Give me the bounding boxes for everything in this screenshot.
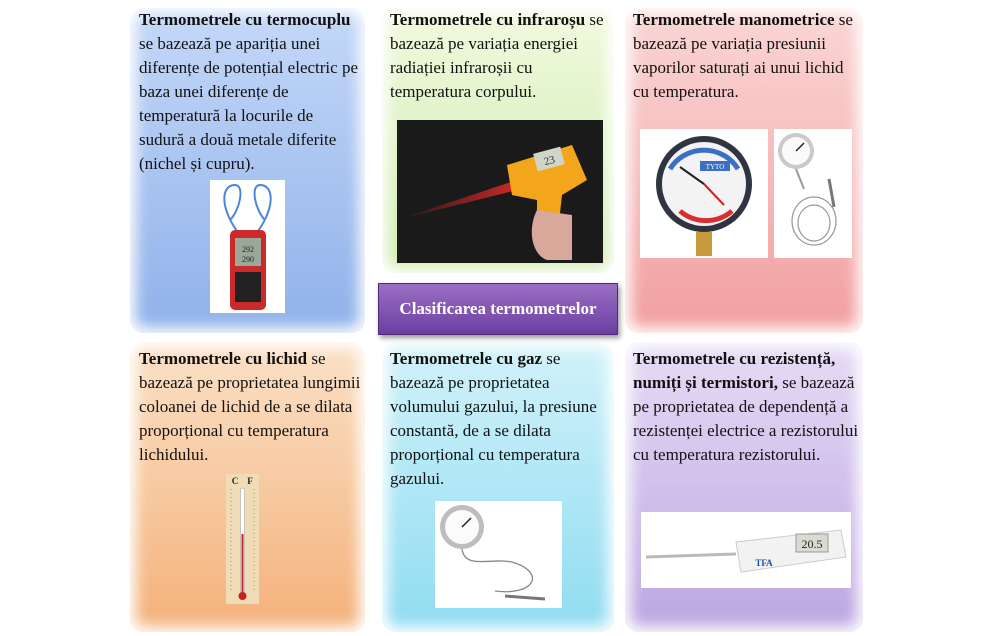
infrared-reading: 23 [543,154,557,169]
capillary-thermometer-image [774,129,852,258]
thermocouple-meter-image: 292 290 [210,180,285,313]
scale-fahrenheit: F [247,476,253,486]
gas-thermometer-image [435,501,562,608]
infrared-text: Termometrele cu infraroșu se bazează pe … [390,10,604,101]
meter-reading-1: 292 [242,245,254,254]
manometric-text: Termometrele manometrice se bazează pe v… [633,10,853,101]
liquid-text: Termometrele cu lichid se bazează pe pro… [139,349,361,464]
resistance-text: Termometrele cu rezistență, numiți și te… [633,349,859,464]
classification-title: Clasificarea termometrelor [378,283,618,335]
resistance-reading: 20.5 [802,537,823,551]
resistance-thermometer-image: 20.5 TFA [641,512,851,588]
scale-celsius: C [232,476,239,486]
infrared-gun-image: 23 [397,120,603,263]
meter-reading-2: 290 [242,255,254,264]
gas-text: Termometrele cu gaz se bazează pe propri… [390,349,597,488]
manometric-gauge-image: TYTO [640,129,768,258]
liquid-thermometer-image: C F [226,474,259,604]
gauge-brand: TYTO [706,163,725,171]
resistance-brand: TFA [755,558,773,568]
thermocouple-text: Termometrele cu termocuplu se bazează pe… [139,10,358,173]
